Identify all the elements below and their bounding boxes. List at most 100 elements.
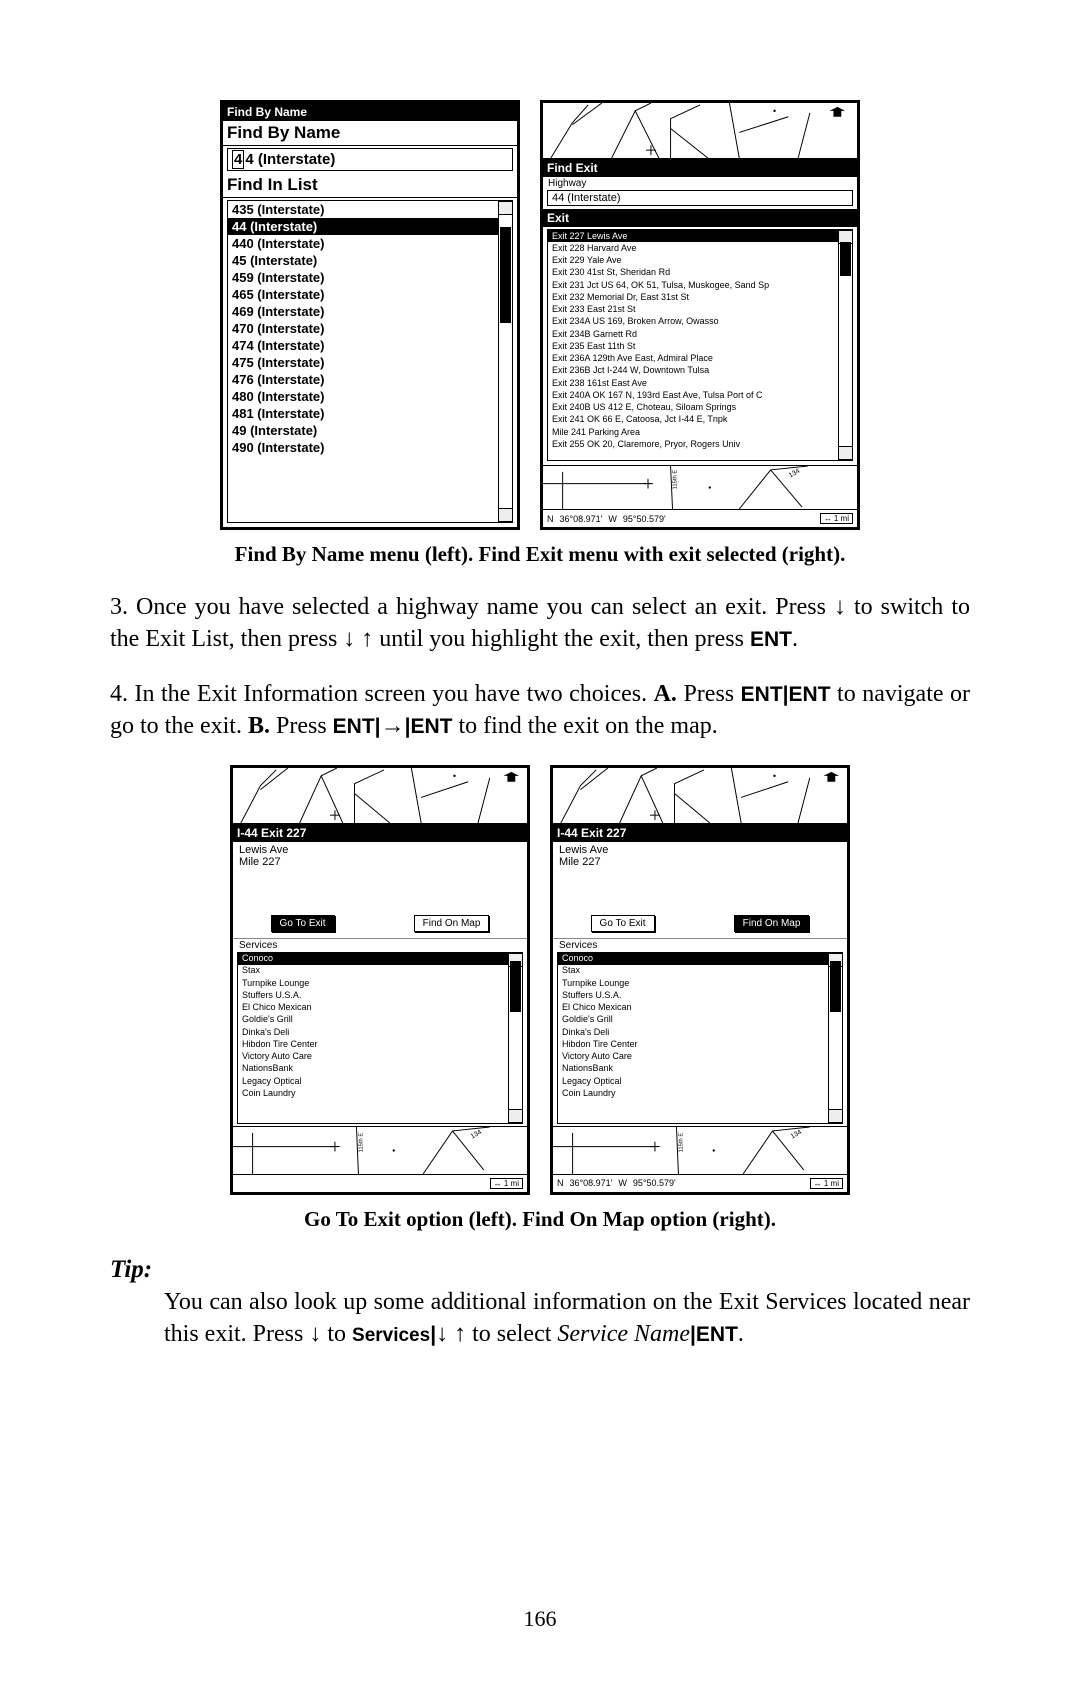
list-item[interactable]: Exit 234A US 169, Broken Arrow, Owasso — [548, 316, 838, 328]
exit-info-screen-goto: I-44 Exit 227Lewis AveMile 227Go To Exit… — [230, 765, 530, 1195]
list-item[interactable]: 469 (Interstate) — [228, 303, 498, 320]
list-item[interactable]: Hibdon Tire Center — [558, 1038, 828, 1050]
list-item[interactable]: Stax — [238, 965, 508, 977]
figure-2: I-44 Exit 227Lewis AveMile 227Go To Exit… — [110, 765, 970, 1195]
scroll-thumb[interactable] — [500, 227, 511, 323]
right-arrow-icon: → — [381, 712, 405, 739]
exit-info-screen-findmap: I-44 Exit 227Lewis AveMile 227Go To Exit… — [550, 765, 850, 1195]
list-item[interactable]: Exit 241 OK 66 E, Catoosa, Jct I-44 E, T… — [548, 414, 838, 426]
list-item[interactable]: Exit 231 Jct US 64, OK 51, Tulsa, Muskog… — [548, 279, 838, 291]
coord-bar: N36°08.971'W95°50.579'↔ 1 mi — [553, 1174, 847, 1192]
find-exit-screen: Find Exit Highway 44 (Interstate) Exit E… — [540, 100, 860, 530]
scroll-thumb[interactable] — [840, 242, 851, 277]
map-strip-top — [543, 103, 857, 159]
down-arrow-icon: ↓ — [343, 625, 355, 652]
list-item[interactable]: 481 (Interstate) — [228, 405, 498, 422]
list-item[interactable]: 490 (Interstate) — [228, 439, 498, 456]
list-item[interactable]: 475 (Interstate) — [228, 354, 498, 371]
go-to-exit-button[interactable]: Go To Exit — [271, 915, 335, 932]
scrollbar[interactable] — [838, 230, 852, 460]
exit-listbox[interactable]: Exit 227 Lewis AveExit 228 Harvard AveEx… — [547, 229, 853, 461]
list-item[interactable]: Hibdon Tire Center — [238, 1038, 508, 1050]
list-item[interactable]: Exit 236B Jct I-244 W, Downtown Tulsa — [548, 365, 838, 377]
list-item[interactable]: Goldie's Grill — [558, 1014, 828, 1026]
services-listbox[interactable]: ConocoStaxTurnpike LoungeStuffers U.S.A.… — [557, 952, 843, 1124]
list-item[interactable]: Exit 227 Lewis Ave — [548, 230, 838, 242]
list-item[interactable]: El Chico Mexican — [238, 1002, 508, 1014]
page-number: 166 — [0, 1606, 1080, 1632]
list-item[interactable]: Exit 228 Harvard Ave — [548, 242, 838, 254]
list-item[interactable]: 480 (Interstate) — [228, 388, 498, 405]
list-item[interactable]: Conoco — [558, 953, 828, 965]
list-item[interactable]: Victory Auto Care — [238, 1051, 508, 1063]
list-item[interactable]: Dinka's Deli — [558, 1026, 828, 1038]
map-strip-top — [553, 768, 847, 824]
list-item[interactable]: Goldie's Grill — [238, 1014, 508, 1026]
list-item[interactable]: Exit 238 161st East Ave — [548, 377, 838, 389]
list-item[interactable]: 465 (Interstate) — [228, 286, 498, 303]
list-item[interactable]: Coin Laundry — [558, 1087, 828, 1099]
services-label: Services — [233, 938, 527, 952]
list-item[interactable]: Exit 240B US 412 E, Choteau, Siloam Spri… — [548, 402, 838, 414]
ent-key: ENT — [789, 683, 831, 706]
list-item[interactable]: Turnpike Lounge — [238, 977, 508, 989]
list-item[interactable]: Conoco — [238, 953, 508, 965]
list-item[interactable]: Dinka's Deli — [238, 1026, 508, 1038]
svg-text:115th E: 115th E — [358, 1132, 364, 1152]
svg-text:134: 134 — [470, 1128, 484, 1140]
svg-text:134: 134 — [788, 468, 802, 480]
scroll-thumb[interactable] — [830, 961, 841, 1012]
list-item[interactable]: 45 (Interstate) — [228, 252, 498, 269]
up-arrow-icon: ↑ — [361, 625, 373, 652]
list-item[interactable]: Mile 241 Parking Area — [548, 426, 838, 438]
services-label: Services — [553, 938, 847, 952]
find-by-name-screen: Find By Name Find By Name 44 (Interstate… — [220, 100, 520, 530]
list-item[interactable]: 435 (Interstate) — [228, 201, 498, 218]
list-item[interactable]: Exit 230 41st St, Sheridan Rd — [548, 267, 838, 279]
list-item[interactable]: 476 (Interstate) — [228, 371, 498, 388]
list-item[interactable]: Coin Laundry — [238, 1087, 508, 1099]
list-item[interactable]: Stuffers U.S.A. — [238, 989, 508, 1001]
list-item[interactable]: Legacy Optical — [558, 1075, 828, 1087]
go-to-exit-button[interactable]: Go To Exit — [591, 915, 655, 932]
list-item[interactable]: Exit 235 East 11th St — [548, 340, 838, 352]
list-item[interactable]: Exit 236A 129th Ave East, Admiral Place — [548, 353, 838, 365]
list-item[interactable]: Turnpike Lounge — [558, 977, 828, 989]
coord-bar: N 36°08.971' W 95°50.579' ↔ 1 mi — [543, 509, 857, 527]
list-item[interactable]: 49 (Interstate) — [228, 422, 498, 439]
scrollbar[interactable] — [508, 953, 522, 1123]
scrollbar[interactable] — [498, 201, 512, 522]
scroll-thumb[interactable] — [510, 961, 521, 1012]
interstate-listbox[interactable]: 435 (Interstate)44 (Interstate)440 (Inte… — [227, 200, 513, 523]
find-on-map-button[interactable]: Find On Map — [734, 915, 810, 932]
svg-text:115th E: 115th E — [678, 1132, 684, 1152]
list-item[interactable]: Exit 255 OK 20, Claremore, Pryor, Rogers… — [548, 438, 838, 450]
list-item[interactable]: Victory Auto Care — [558, 1051, 828, 1063]
list-item[interactable]: Stax — [558, 965, 828, 977]
name-field[interactable]: 44 (Interstate) — [227, 148, 513, 171]
list-item[interactable]: Legacy Optical — [238, 1075, 508, 1087]
scrollbar[interactable] — [828, 953, 842, 1123]
list-item[interactable]: 44 (Interstate) — [228, 218, 498, 235]
list-item[interactable]: 459 (Interstate) — [228, 269, 498, 286]
list-item[interactable]: El Chico Mexican — [558, 1002, 828, 1014]
list-item[interactable]: Exit 234B Garnett Rd — [548, 328, 838, 340]
list-item[interactable]: Exit 232 Memorial Dr, East 31st St — [548, 291, 838, 303]
list-item[interactable]: Stuffers U.S.A. — [558, 989, 828, 1001]
list-item[interactable]: 440 (Interstate) — [228, 235, 498, 252]
list-item[interactable]: NationsBank — [238, 1063, 508, 1075]
list-item[interactable]: Exit 240A OK 167 N, 193rd East Ave, Tuls… — [548, 389, 838, 401]
list-item[interactable]: NationsBank — [558, 1063, 828, 1075]
find-on-map-button[interactable]: Find On Map — [414, 915, 490, 932]
highway-field[interactable]: 44 (Interstate) — [547, 190, 853, 206]
services-listbox[interactable]: ConocoStaxTurnpike LoungeStuffers U.S.A.… — [237, 952, 523, 1124]
titlebar-black: Find By Name — [223, 103, 517, 121]
paragraph-3: 3. Once you have selected a highway name… — [110, 591, 970, 656]
ent-key: ENT — [696, 1323, 738, 1346]
list-item[interactable]: Exit 229 Yale Ave — [548, 255, 838, 267]
list-item[interactable]: Exit 233 East 21st St — [548, 304, 838, 316]
down-arrow-icon: ↓ — [436, 1321, 448, 1347]
list-item[interactable]: 474 (Interstate) — [228, 337, 498, 354]
list-item[interactable]: 470 (Interstate) — [228, 320, 498, 337]
coord-bar: ↔ 1 mi — [233, 1174, 527, 1192]
